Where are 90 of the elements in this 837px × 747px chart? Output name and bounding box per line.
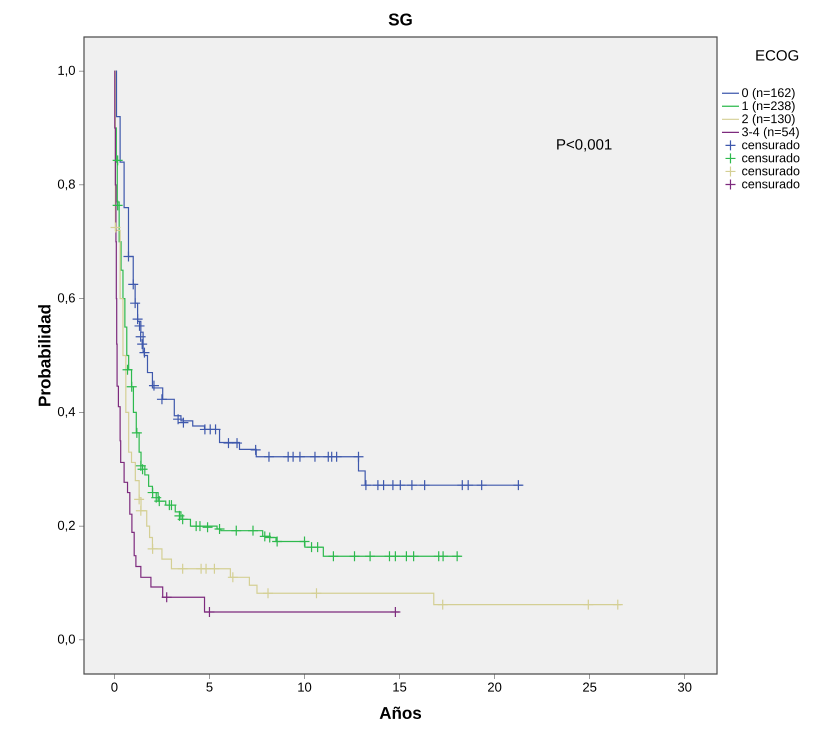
point	[126, 381, 138, 392]
point	[259, 530, 270, 542]
point	[310, 588, 322, 599]
point	[262, 588, 274, 599]
point	[134, 320, 146, 332]
point	[135, 460, 146, 472]
annotation: P<0,001	[557, 139, 612, 152]
point	[122, 250, 134, 262]
point	[136, 338, 148, 350]
point	[360, 480, 372, 491]
legend-label: censurado	[742, 153, 800, 162]
point	[122, 364, 134, 376]
point	[214, 523, 226, 535]
point	[263, 451, 275, 462]
point	[156, 394, 168, 405]
point	[452, 550, 463, 562]
point	[231, 437, 243, 449]
x-tick-label: 15	[393, 682, 406, 692]
point	[132, 313, 144, 325]
point	[419, 480, 430, 491]
point	[390, 550, 401, 562]
point	[131, 427, 142, 438]
x-tick-label: 0	[111, 682, 118, 692]
point	[364, 550, 376, 562]
point	[154, 496, 165, 507]
point	[112, 154, 124, 166]
point	[174, 510, 186, 522]
x-tick-label: 10	[298, 682, 312, 692]
point	[312, 542, 324, 553]
point	[166, 499, 178, 511]
point	[390, 606, 401, 618]
point	[134, 494, 145, 505]
point	[130, 298, 141, 309]
point	[378, 480, 390, 491]
point	[387, 480, 398, 491]
point	[437, 599, 448, 610]
point	[476, 480, 488, 491]
point	[348, 550, 360, 562]
x-axis-title: Años	[380, 706, 422, 719]
point	[110, 222, 122, 234]
legend-label: 3-4 (n=54)	[742, 127, 799, 139]
y-tick-label: 0,2	[58, 520, 75, 532]
point	[112, 200, 124, 211]
point	[247, 525, 259, 536]
point	[328, 550, 339, 562]
legend-label: censurado	[742, 140, 800, 150]
y-tick-label: 0,0	[58, 634, 75, 646]
point	[148, 380, 160, 392]
point	[138, 347, 150, 358]
point	[135, 331, 146, 342]
point	[406, 480, 418, 491]
point	[352, 451, 364, 462]
y-tick-label: 0,8	[58, 179, 75, 190]
x-tick-label: 20	[488, 682, 502, 692]
y-tick-label: 0,4	[58, 407, 76, 418]
point	[194, 520, 206, 532]
y-axis-title: Probabilidad	[38, 305, 51, 406]
point	[202, 522, 214, 533]
point	[612, 599, 624, 610]
point	[230, 525, 242, 536]
point	[177, 514, 188, 525]
legend-label: 1 (n=238)	[742, 100, 795, 113]
point	[462, 480, 474, 491]
point	[210, 424, 222, 436]
point	[250, 444, 262, 456]
legend-label: 0 (n=162)	[742, 88, 795, 100]
legend-label: censurado	[742, 166, 800, 176]
y-tick-label: 0,6	[58, 293, 75, 304]
chart-title: SG	[388, 13, 412, 26]
point	[408, 550, 420, 562]
point	[136, 464, 148, 475]
point	[135, 505, 146, 516]
legend-title: ECOG	[756, 50, 798, 61]
point	[128, 278, 139, 290]
y-tick-label: 1,0	[58, 66, 75, 76]
legend-label: 2 (n=130)	[742, 114, 795, 126]
legend-label: censurado	[742, 179, 800, 188]
point	[394, 480, 406, 491]
point	[161, 592, 172, 603]
point	[177, 563, 188, 574]
point	[227, 572, 238, 583]
point	[582, 599, 594, 610]
point	[222, 437, 234, 449]
x-tick-label: 30	[678, 682, 692, 692]
point	[309, 451, 321, 462]
point	[294, 451, 306, 462]
point	[204, 606, 216, 618]
x-tick-label: 5	[206, 682, 213, 692]
x-tick-label: 25	[583, 682, 596, 692]
point	[512, 480, 524, 491]
